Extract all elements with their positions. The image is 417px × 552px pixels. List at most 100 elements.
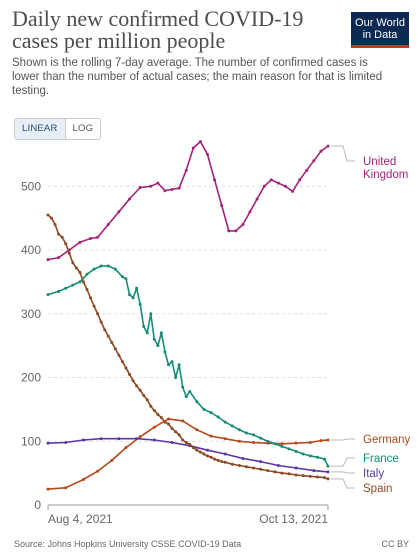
data-point-spain <box>159 416 163 420</box>
data-point-united-kingdom <box>305 168 309 172</box>
data-point-france <box>113 267 117 271</box>
data-point-spain <box>209 455 213 459</box>
x-tick-label-start: Aug 4, 2021 <box>48 512 113 526</box>
data-point-united-kingdom <box>298 178 302 182</box>
data-point-germany <box>96 469 100 473</box>
data-point-spain <box>266 469 270 473</box>
data-point-spain <box>50 216 54 220</box>
data-point-spain <box>113 347 117 351</box>
data-point-germany <box>181 419 185 423</box>
data-point-france <box>167 363 171 367</box>
data-point-spain <box>326 477 330 481</box>
data-point-spain <box>46 213 50 217</box>
linear-scale-button[interactable]: LINEAR <box>15 119 66 139</box>
data-point-united-kingdom <box>89 237 93 241</box>
log-scale-button[interactable]: LOG <box>65 119 101 139</box>
data-point-france <box>273 442 277 446</box>
data-point-italy <box>117 437 121 441</box>
data-point-france <box>142 325 146 328</box>
label-connector-germany <box>331 438 355 441</box>
data-point-spain <box>71 261 75 265</box>
data-point-spain <box>106 334 110 338</box>
data-point-france <box>99 264 103 268</box>
data-point-united-kingdom <box>205 152 209 156</box>
data-point-germany <box>294 441 298 445</box>
data-point-france <box>138 302 142 306</box>
data-point-united-kingdom <box>213 178 217 182</box>
data-point-spain <box>220 460 224 464</box>
data-point-italy <box>170 441 174 445</box>
series-line-united-kingdom <box>47 140 329 261</box>
series-label-germany: Germany <box>363 434 411 446</box>
data-point-spain <box>191 446 195 450</box>
data-point-france <box>326 464 330 468</box>
data-point-france <box>163 350 167 354</box>
data-point-spain <box>78 270 82 274</box>
y-tick-label: 0 <box>34 498 41 512</box>
data-point-france <box>202 407 206 411</box>
data-point-italy <box>294 466 298 470</box>
scale-toggle: LINEAR LOG <box>14 118 102 140</box>
data-point-united-kingdom <box>248 210 252 214</box>
series-label-united-kingdom: United <box>363 156 396 168</box>
data-point-france <box>131 296 135 300</box>
data-point-france <box>128 293 132 297</box>
data-point-united-kingdom <box>276 181 280 185</box>
data-point-united-kingdom <box>184 168 188 172</box>
data-point-spain <box>259 467 263 471</box>
label-connector-united-kingdom <box>331 145 355 162</box>
data-point-spain <box>287 472 291 476</box>
data-point-italy <box>276 463 280 467</box>
label-connector-italy <box>331 471 355 474</box>
data-point-united-kingdom <box>78 240 82 244</box>
owid-logo[interactable]: Our World in Data <box>351 12 409 48</box>
data-point-france <box>301 452 305 456</box>
label-connector-spain <box>331 478 355 489</box>
data-point-spain <box>64 242 68 246</box>
data-point-united-kingdom <box>319 149 323 153</box>
data-point-united-kingdom <box>326 144 330 148</box>
data-point-spain <box>124 366 128 370</box>
data-point-united-kingdom <box>220 203 224 207</box>
data-point-france <box>223 420 227 424</box>
data-point-spain <box>315 475 319 479</box>
data-point-united-kingdom <box>177 186 181 190</box>
data-point-spain <box>322 476 326 480</box>
data-point-spain <box>57 232 61 236</box>
data-point-france <box>64 286 68 290</box>
chart-subtitle: Shown is the rolling 7-day average. The … <box>12 57 383 97</box>
data-point-france <box>78 280 82 284</box>
data-point-united-kingdom <box>163 189 167 193</box>
data-point-spain <box>252 466 256 470</box>
data-point-united-kingdom <box>283 184 287 188</box>
data-point-germany <box>209 434 213 438</box>
data-point-germany <box>308 441 312 445</box>
data-point-spain <box>273 470 277 474</box>
data-point-france <box>315 455 319 459</box>
data-point-france <box>152 337 156 341</box>
data-point-france <box>230 424 234 428</box>
license-link[interactable]: CC BY <box>381 539 409 549</box>
data-point-united-kingdom <box>291 189 295 193</box>
y-tick-label: 400 <box>21 243 41 257</box>
data-point-spain <box>92 304 96 308</box>
data-point-united-kingdom <box>149 184 153 188</box>
data-point-united-kingdom <box>234 229 238 233</box>
data-point-spain <box>152 409 156 413</box>
data-point-germany <box>46 487 50 491</box>
data-point-spain <box>89 296 93 300</box>
data-point-united-kingdom <box>269 178 273 182</box>
data-point-united-kingdom <box>46 258 50 262</box>
source-note[interactable]: Source: Johns Hopkins University CSSE CO… <box>14 539 242 549</box>
page-title: Daily new confirmed COVID-19 cases per m… <box>12 6 304 53</box>
data-point-france <box>280 444 284 448</box>
data-point-spain <box>128 372 132 376</box>
data-point-france <box>177 363 181 367</box>
data-point-united-kingdom <box>312 159 316 163</box>
data-point-spain <box>85 288 89 292</box>
data-point-spain <box>145 398 149 402</box>
data-point-united-kingdom <box>262 184 266 188</box>
data-point-italy <box>205 448 209 452</box>
data-point-germany <box>64 486 68 490</box>
logo-line-2: in Data <box>362 29 398 41</box>
